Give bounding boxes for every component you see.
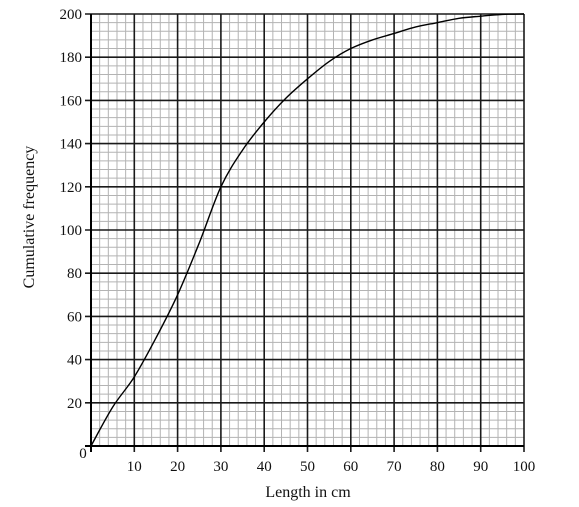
x-axis-label: Length in cm: [265, 484, 351, 501]
major-gridlines: [85, 13, 525, 452]
curve-layer: [90, 13, 525, 447]
x-tick-label: 50: [300, 459, 315, 475]
y-tick-label: 60: [67, 309, 82, 325]
x-tick-label: 90: [473, 459, 488, 475]
x-tick-labels: 10 20 30 40 50 60 70 80 90 100: [127, 459, 535, 475]
x-tick-label: 80: [430, 459, 445, 475]
y-tick-labels: 20 40 60 80 100 120 140 160 180 200: [60, 7, 83, 412]
x-tick-label: 70: [387, 459, 402, 475]
y-tick-label: 140: [60, 137, 83, 153]
y-axis-label: Cumulative frequency: [21, 146, 38, 289]
axes: [85, 14, 524, 452]
y-tick-label: 120: [60, 180, 83, 196]
x-tick-label: 100: [513, 459, 536, 475]
y-tick-label: 20: [67, 396, 82, 412]
y-tick-label: 160: [60, 93, 83, 109]
y-tick-label: 40: [67, 353, 82, 369]
y-tick-label: 180: [60, 50, 83, 66]
x-tick-label: 60: [343, 459, 358, 475]
x-tick-label: 10: [127, 459, 142, 475]
y-tick-label: 200: [60, 7, 83, 23]
origin-label: 0: [79, 446, 87, 462]
y-tick-label: 80: [67, 266, 82, 282]
x-tick-label: 30: [213, 459, 228, 475]
y-tick-label: 100: [60, 223, 83, 239]
x-tick-label: 40: [257, 459, 272, 475]
cumulative-frequency-curve: [90, 13, 525, 447]
x-tick-label: 20: [170, 459, 185, 475]
